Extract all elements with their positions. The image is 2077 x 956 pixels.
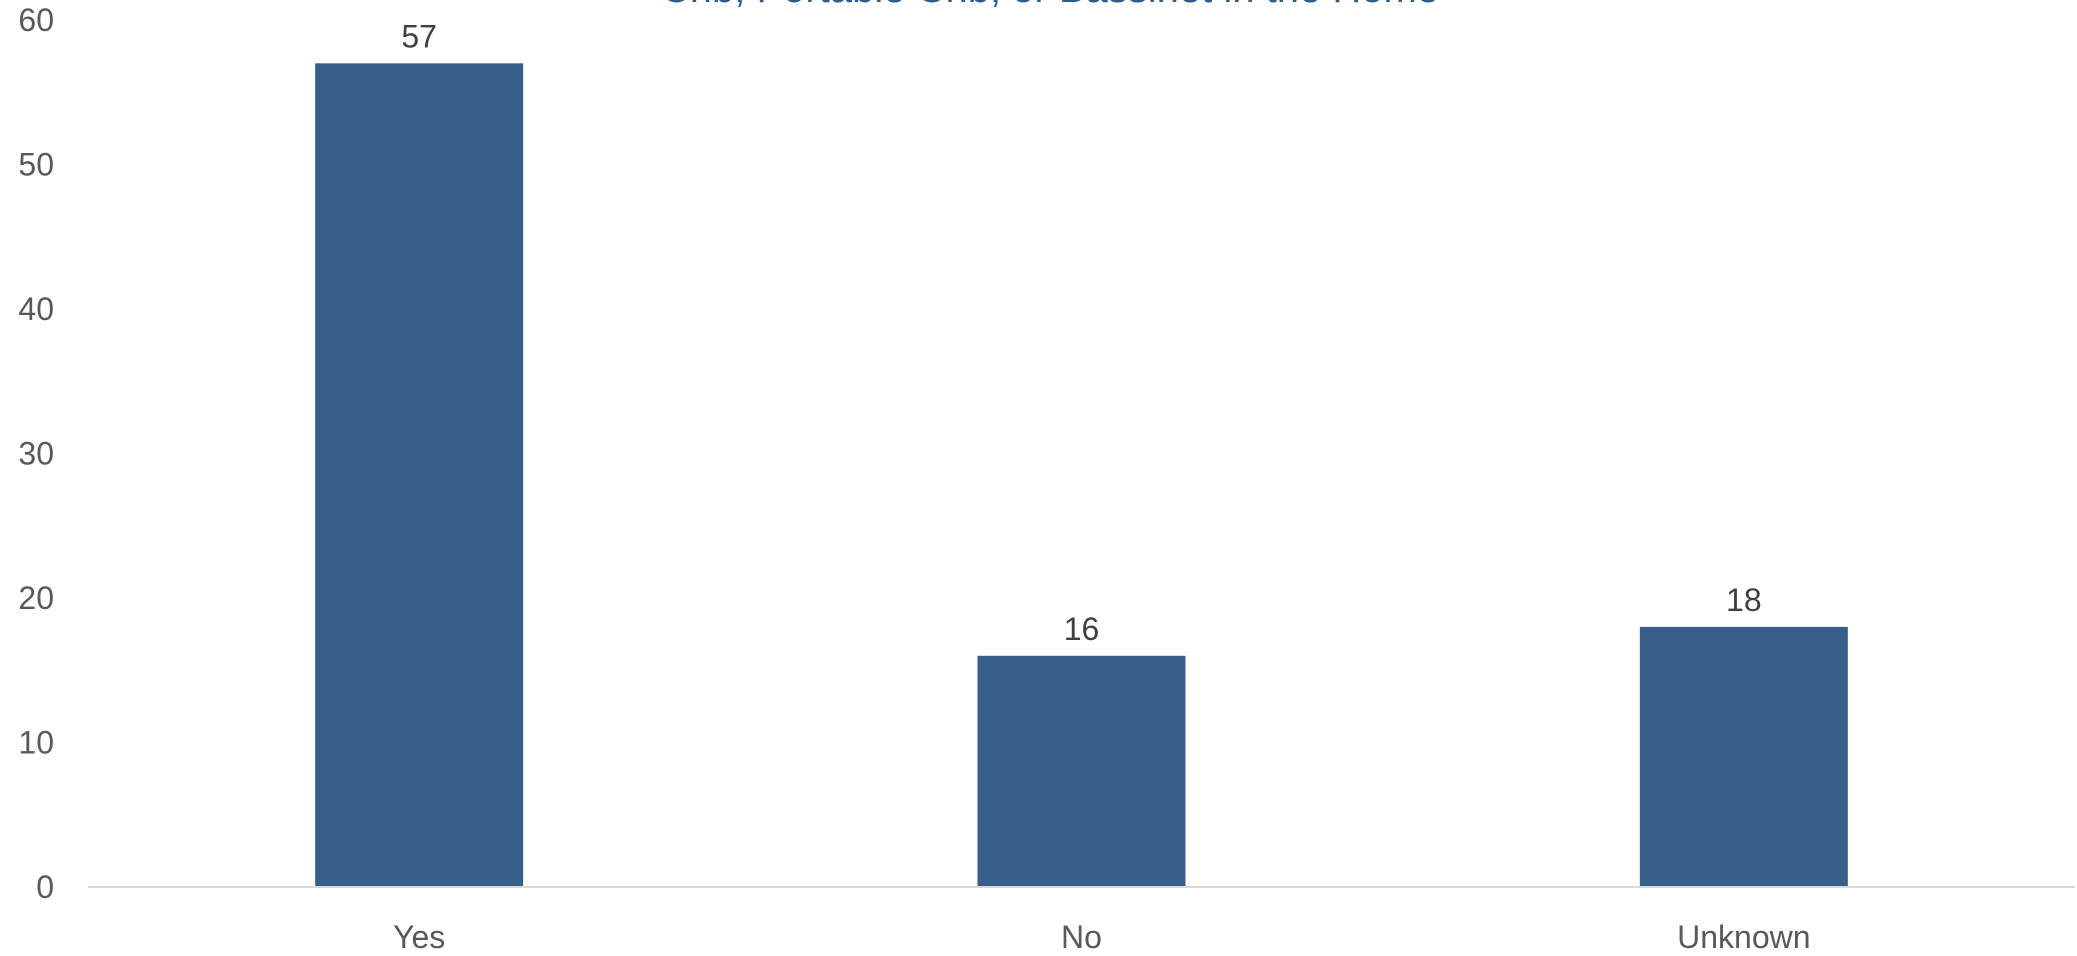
y-tick-label: 10 <box>18 725 54 761</box>
bars <box>315 63 1848 888</box>
y-tick-label: 30 <box>18 436 54 472</box>
y-tick-label: 40 <box>18 291 54 327</box>
data-labels: 57 16 18 <box>401 18 1761 646</box>
bar-data-label: 57 <box>401 18 437 54</box>
category-label: Yes <box>393 919 445 955</box>
y-tick-label: 0 <box>36 869 54 905</box>
y-tick-label: 60 <box>18 2 54 38</box>
bar-data-label: 18 <box>1726 582 1762 618</box>
y-tick-label: 20 <box>18 580 54 616</box>
bar <box>1639 626 1848 887</box>
y-tick-label: 50 <box>18 147 54 183</box>
bar-data-label: 16 <box>1064 611 1100 647</box>
bar <box>977 655 1186 887</box>
category-labels: Yes No Unknown <box>393 919 1810 955</box>
y-axis-ticks: 0 10 20 30 40 50 60 <box>18 2 54 905</box>
category-label: No <box>1061 919 1102 955</box>
chart-title: Crib, Portable Crib, or Bassinet in the … <box>661 0 1439 11</box>
bar <box>315 63 524 888</box>
category-label: Unknown <box>1677 919 1810 955</box>
